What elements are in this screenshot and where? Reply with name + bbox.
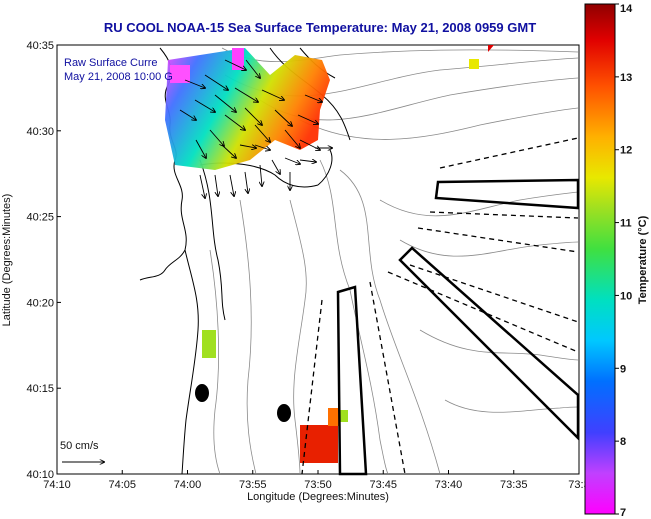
y-tick-label: 40:30	[26, 126, 54, 138]
colorbar-tick-label: 9	[620, 363, 626, 375]
colorbar-label: Temperature (°C)	[637, 215, 649, 304]
colorbar-tick-label: 10	[620, 290, 632, 302]
x-tick-label: 73:3	[568, 479, 589, 491]
x-axis-ticks: 74:10 74:05 74:00 73:55 73:50 73:45 73:40 73:35…	[43, 470, 590, 491]
colorbar-tick-label: 8	[620, 436, 626, 448]
x-tick-label: 73:55	[239, 479, 267, 491]
survey-boxes	[336, 178, 580, 476]
colorbar-tick-label: 14	[620, 3, 633, 15]
y-tick-label: 40:20	[26, 297, 54, 309]
buoy-marker	[277, 404, 291, 422]
x-tick-label: 73:45	[369, 479, 397, 491]
y-tick-label: 40:25	[26, 212, 54, 224]
x-tick-label: 73:40	[435, 479, 463, 491]
y-tick-label: 40:15	[26, 383, 54, 395]
y-axis-label: Latitude (Degrees:Minutes)	[1, 194, 13, 327]
y-tick-label: 40:10	[26, 469, 54, 481]
x-tick-label: 74:05	[108, 479, 136, 491]
overlay-label-2: May 21, 2008 10:00 G	[64, 71, 173, 83]
y-axis-ticks: 40:35 40:30 40:25 40:20 40:15 40:10	[26, 40, 61, 481]
buoy-marker	[195, 384, 209, 402]
x-axis-label: Longitude (Degrees:Minutes)	[247, 491, 389, 503]
overlay-label-1: Raw Surface Curre	[64, 57, 158, 69]
colorbar-tick-label: 13	[620, 72, 632, 84]
surface-current-vectors	[62, 59, 332, 462]
sst-patches	[165, 45, 494, 463]
chart-title: RU COOL NOAA-15 Sea Surface Temperature:…	[103, 20, 537, 35]
y-tick-label: 40:35	[26, 40, 54, 52]
colorbar-tick-label: 12	[620, 145, 632, 157]
x-tick-label: 73:35	[500, 479, 528, 491]
colorbar: 14 13 12 11 10 9 8 7 Temperature (°C)	[584, 3, 649, 519]
scale-label: 50 cm/s	[60, 440, 99, 452]
radar-dashed-lines	[301, 137, 579, 475]
plot-area	[56, 44, 580, 476]
x-tick-label: 74:10	[43, 479, 71, 491]
x-tick-label: 74:00	[174, 479, 202, 491]
colorbar-tick-label: 11	[620, 218, 632, 230]
colorbar-tick-label: 7	[620, 507, 626, 519]
x-tick-label: 73:50	[304, 479, 332, 491]
